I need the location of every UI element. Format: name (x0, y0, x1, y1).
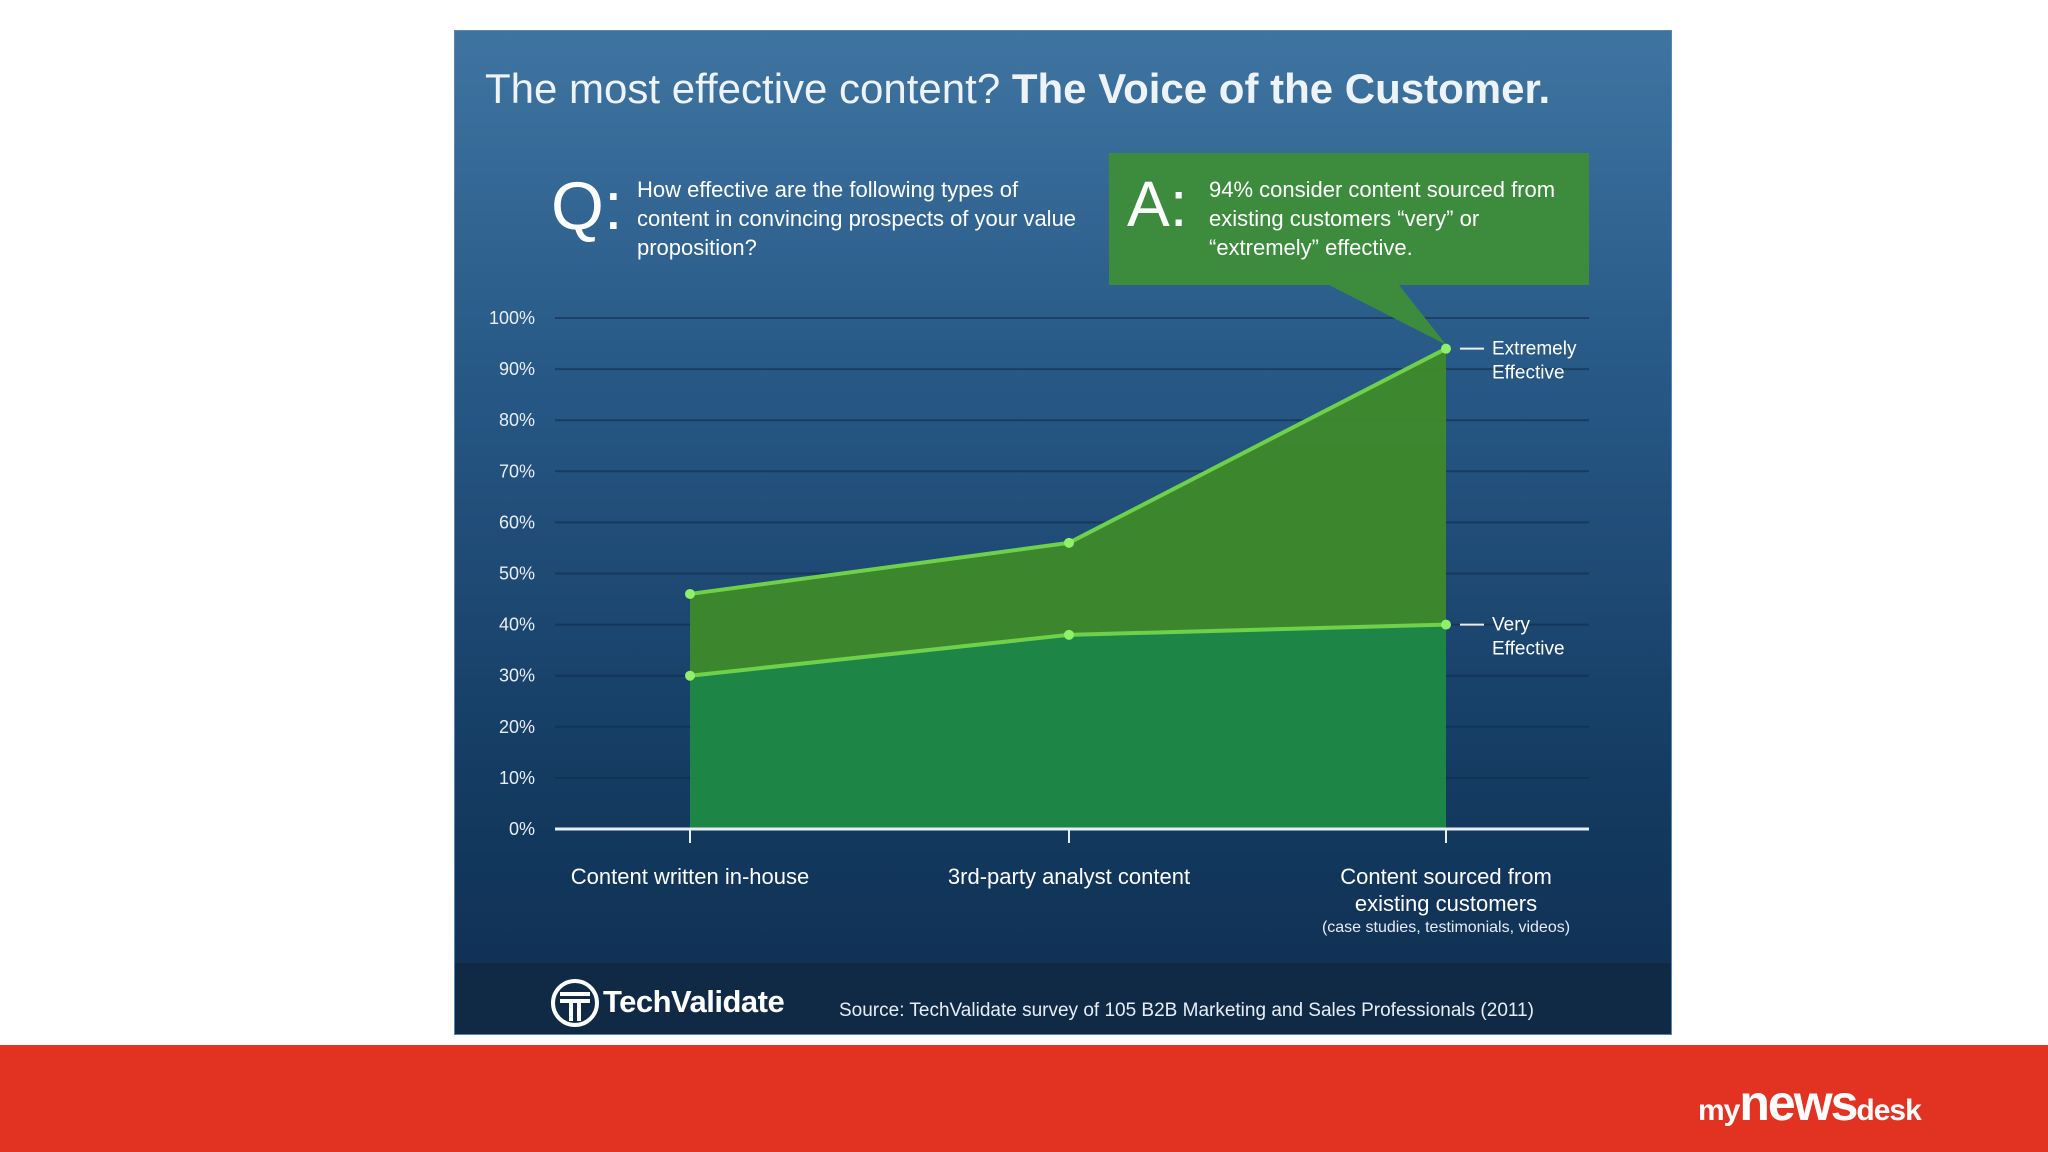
y-tick-label: 10% (499, 768, 535, 788)
title-light: The most effective content? (485, 65, 1001, 112)
area-extremely-effective (690, 348, 1446, 676)
question-text: How effective are the following types of… (637, 177, 1077, 260)
point-extremely-effective (685, 588, 695, 599)
brand-desk: desk (1856, 1094, 1921, 1127)
effectiveness-area-chart: 0% 10% 20% 30% 40% 50% 60% 70% 80% 90% 100% Extreme… (489, 285, 1589, 843)
brand-my: my (1698, 1094, 1740, 1127)
y-tick-label: 100% (489, 308, 535, 328)
y-tick-label: 40% (499, 615, 535, 635)
category-label-analyst: 3rd-party analyst content (947, 864, 1191, 889)
question-letter: Q: (551, 168, 623, 244)
source-note: Source: TechValidate survey of 105 B2B M… (839, 1000, 1534, 1021)
brand-news: news (1739, 1075, 1858, 1131)
answer-text: 94% consider content sourced from existi… (1209, 177, 1556, 260)
answer-pointer (1329, 285, 1446, 345)
y-tick-label: 30% (499, 666, 535, 686)
mynewsdesk-logo: mynewsdesk (1698, 1074, 1922, 1132)
brand-footer-bar (0, 1045, 2048, 1152)
series-label-line1: Extremely (1492, 339, 1577, 360)
series-label-line1: Very (1492, 615, 1531, 636)
point-very-effective (1064, 629, 1074, 640)
area-very-effective (690, 624, 1446, 829)
series-label-line2: Effective (1492, 363, 1565, 384)
y-tick-label: 80% (499, 410, 535, 430)
y-tick-label: 0% (509, 819, 535, 839)
category-label-customers: Content sourced from existing customers (1340, 864, 1552, 916)
point-very-effective (1441, 619, 1451, 630)
infographic-title: The most effective content? The Voice of… (485, 65, 1655, 113)
series-label-line2: Effective (1492, 639, 1565, 660)
point-very-effective (685, 670, 695, 681)
y-tick-label: 60% (499, 512, 535, 532)
techvalidate-logo-icon (551, 979, 599, 1027)
category-subtitle-customers: (case studies, testimonials, videos) (1321, 919, 1571, 936)
y-tick-label: 70% (499, 461, 535, 481)
y-tick-label: 20% (499, 717, 535, 737)
answer-letter: A: (1127, 168, 1188, 240)
y-tick-label: 50% (499, 564, 535, 584)
point-extremely-effective (1064, 537, 1074, 548)
category-label-in-house: Content written in-house (570, 864, 810, 889)
title-bold: The Voice of the Customer. (1011, 65, 1551, 112)
y-tick-label: 90% (499, 359, 535, 379)
footer-band (455, 963, 1671, 1034)
infographic-panel: The most effective content? The Voice of… (454, 30, 1672, 1035)
techvalidate-logo-text: TechValidate (603, 984, 785, 1019)
answer-box: A: 94% consider content sourced from exi… (1109, 153, 1589, 285)
point-extremely-effective (1441, 343, 1451, 354)
